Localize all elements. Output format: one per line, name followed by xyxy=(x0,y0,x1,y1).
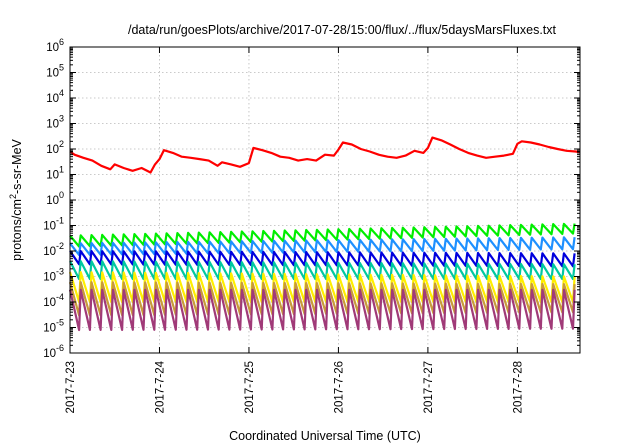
x-axis-label: Coordinated Universal Time (UTC) xyxy=(229,429,421,443)
y-tick-base: 10 xyxy=(43,323,56,335)
y-tick-base: 10 xyxy=(46,144,59,156)
y-tick-base: 10 xyxy=(43,221,56,233)
y-tick-exponent: -4 xyxy=(56,292,64,302)
y-axis-label-units: -s-sr-MeV xyxy=(10,138,24,194)
y-tick-base: 10 xyxy=(46,195,59,207)
y-tick-base: 10 xyxy=(46,93,59,105)
y-tick-exponent: 5 xyxy=(59,63,64,73)
series-layer xyxy=(68,136,581,332)
y-tick-label: 100 xyxy=(46,190,64,207)
chart-title: /data/run/goesPlots/archive/2017-07-28/1… xyxy=(128,23,557,37)
x-tick-label: 2017-7-25 xyxy=(244,361,256,413)
y-tick-exponent: 4 xyxy=(59,88,64,98)
y-tick-exponent: -5 xyxy=(56,318,64,328)
series-line-4 xyxy=(69,250,576,268)
y-tick-base: 10 xyxy=(43,272,56,284)
series-line-5 xyxy=(69,260,576,281)
y-tick-label: 106 xyxy=(46,37,64,54)
y-tick-base: 10 xyxy=(43,246,56,258)
y-axis-label-superscript: 2 xyxy=(8,194,18,199)
y-axis-label: protons/cm2-s-sr-MeV xyxy=(8,138,24,260)
y-tick-label: 10-6 xyxy=(43,343,64,360)
series-line-3 xyxy=(69,236,576,256)
y-tick-base: 10 xyxy=(46,170,59,182)
y-tick-exponent: 6 xyxy=(59,37,64,47)
y-tick-base: 10 xyxy=(43,297,56,309)
x-axis: 2017-7-23 2017-7-24 2017-7-25 2017-7-26 2017… xyxy=(65,47,524,413)
y-tick-exponent: -1 xyxy=(56,216,64,226)
y-tick-label: 103 xyxy=(46,114,64,131)
y-tick-label: 10-3 xyxy=(43,267,64,284)
y-tick-base: 10 xyxy=(46,68,59,80)
x-tick-label: 2017-7-24 xyxy=(154,360,166,413)
y-axis-label-main: protons/cm xyxy=(10,199,24,261)
x-tick-label: 2017-7-23 xyxy=(65,361,77,413)
y-tick-label: 10-4 xyxy=(43,292,64,309)
y-tick-label: 10-1 xyxy=(43,216,64,233)
y-tick-exponent: -2 xyxy=(56,241,64,251)
x-tick-label: 2017-7-27 xyxy=(423,361,435,413)
y-tick-exponent: 1 xyxy=(59,165,64,175)
y-tick-label: 10-2 xyxy=(43,241,64,258)
series-line-2 xyxy=(69,222,576,248)
y-tick-base: 10 xyxy=(46,119,59,131)
y-tick-exponent: 0 xyxy=(59,190,64,200)
y-tick-exponent: -6 xyxy=(56,343,64,353)
series-line-1 xyxy=(69,136,581,174)
y-tick-label: 105 xyxy=(46,63,64,80)
y-tick-exponent: 2 xyxy=(59,139,64,149)
y-tick-exponent: 3 xyxy=(59,114,64,124)
y-axis: 10-610-510-410-310-210-11001011021031041… xyxy=(43,37,580,360)
y-tick-label: 101 xyxy=(46,165,64,182)
y-tick-base: 10 xyxy=(43,348,56,360)
series-line-8 xyxy=(68,288,576,332)
y-tick-base: 10 xyxy=(46,42,59,54)
x-tick-label: 2017-7-28 xyxy=(512,361,524,413)
y-tick-label: 10-5 xyxy=(43,318,64,335)
y-tick-exponent: -3 xyxy=(56,267,64,277)
y-tick-label: 104 xyxy=(46,88,64,105)
x-tick-label: 2017-7-26 xyxy=(333,361,345,413)
y-tick-label: 102 xyxy=(46,139,64,156)
